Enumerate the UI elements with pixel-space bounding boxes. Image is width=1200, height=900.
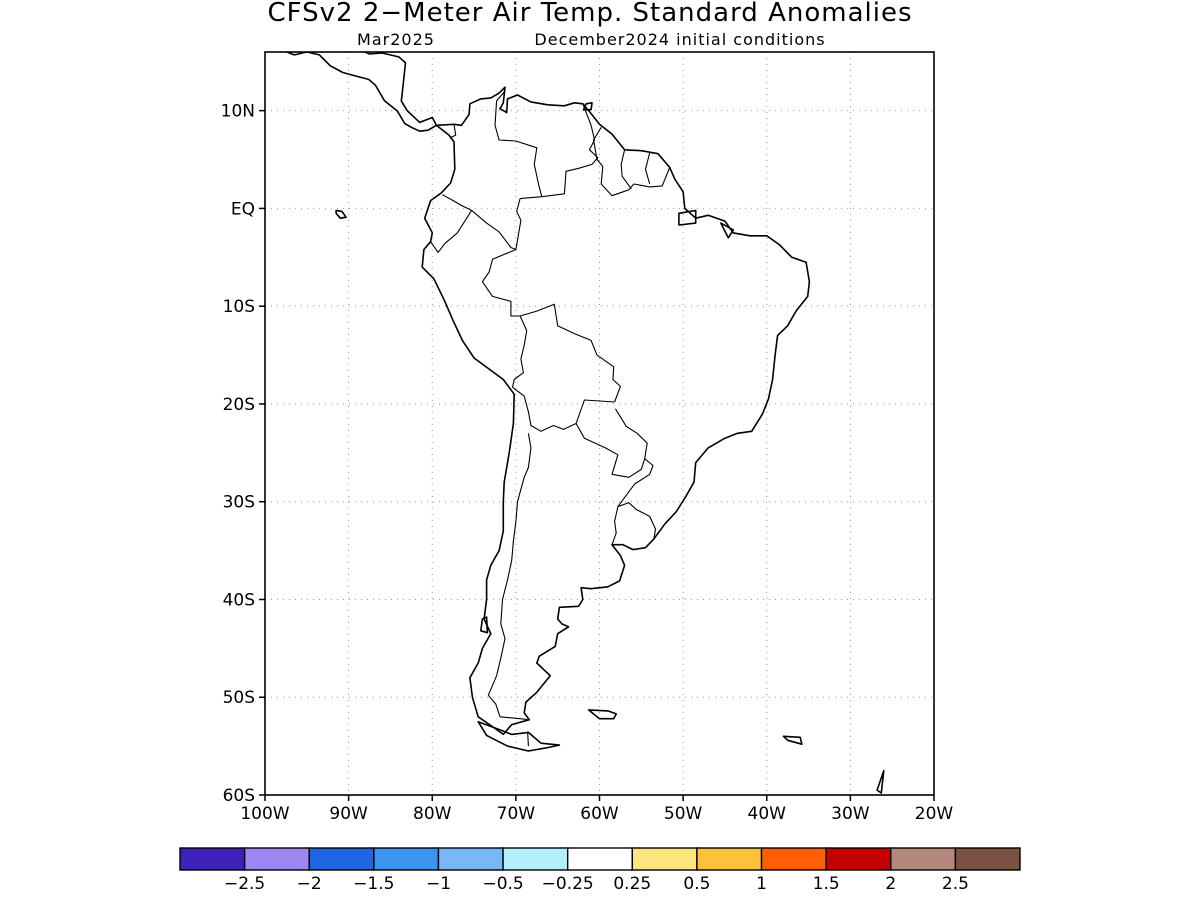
lon-tick-label: 60W (580, 804, 619, 824)
legend-swatch (825, 847, 892, 871)
country-border (499, 716, 530, 721)
legend-swatch (954, 847, 1021, 871)
legend-label: −2 (297, 874, 322, 894)
lat-tick-label: 10S (223, 297, 255, 317)
lon-tick-label: 40W (748, 804, 787, 824)
island-coastline (782, 735, 803, 746)
country-border (644, 152, 651, 185)
legend-swatch (373, 847, 440, 871)
lat-tick-label: 60S (223, 786, 255, 806)
lon-tick-label: 90W (329, 804, 368, 824)
legend-label: −1.5 (353, 874, 394, 894)
island-coastline (719, 222, 735, 239)
legend-label: 1.5 (813, 874, 840, 894)
lon-tick-label: 80W (413, 804, 452, 824)
lat-tick-label: 10N (221, 102, 255, 122)
legend-label: 1 (756, 874, 767, 894)
lat-tick-label: EQ (231, 199, 255, 219)
map-background (265, 52, 934, 795)
lon-tick-label: 70W (497, 804, 536, 824)
country-border (617, 458, 654, 507)
legend-swatch (179, 847, 246, 871)
forecast-month: Mar2025 (357, 30, 435, 49)
coastlines (284, 52, 885, 794)
legend-swatch (502, 847, 569, 871)
color-bar-legend: −2.5 −2 −1.5 −1 −0.5 −0.25 0.25 0.5 1 1.5 2 2.5 (179, 847, 1021, 894)
country-border (527, 731, 529, 747)
legend-swatch (890, 847, 957, 871)
lat-tick-label: 30S (223, 493, 255, 513)
legend-label: −0.5 (482, 874, 523, 894)
legend-swatch (760, 847, 827, 871)
country-border (541, 103, 599, 198)
central-america-caribbean-coast (362, 52, 438, 126)
legend-label: −0.25 (542, 874, 594, 894)
country-border (442, 194, 472, 211)
country-borders (430, 90, 671, 747)
country-border (471, 209, 528, 388)
legend-label: −2.5 (224, 874, 265, 894)
country-border (575, 399, 648, 478)
legend-swatch (243, 847, 310, 871)
country-border (620, 149, 632, 190)
country-border (487, 433, 532, 717)
central-america-pacific-coast (284, 52, 437, 132)
legend-swatch (308, 847, 375, 871)
lon-tick-label: 100W (240, 804, 289, 824)
legend-label: 0.25 (613, 874, 651, 894)
legend-swatch (696, 847, 763, 871)
country-border (512, 386, 577, 432)
continent-coastline (421, 86, 811, 736)
legend-label: 0.5 (683, 874, 710, 894)
island-coastline (678, 209, 697, 226)
legend-swatch (437, 847, 504, 871)
lat-tick-label: 40S (223, 590, 255, 610)
country-border (519, 303, 621, 403)
legend-label: 2 (885, 874, 896, 894)
legend-label: 2.5 (942, 874, 969, 894)
lon-tick-label: 30W (831, 804, 870, 824)
country-border (593, 127, 671, 197)
country-border (494, 90, 543, 250)
lat-tick-label: 50S (223, 688, 255, 708)
country-border (611, 502, 657, 545)
island-coastline (335, 209, 347, 219)
initial-conditions: December2024 initial conditions (534, 30, 825, 49)
legend-label: −1 (426, 874, 451, 894)
lon-tick-label: 50W (664, 804, 703, 824)
country-border (430, 210, 473, 253)
map-title: CFSv2 2−Meter Air Temp. Standard Anomali… (267, 0, 912, 28)
country-border (449, 124, 457, 139)
island-coastline (477, 720, 561, 752)
island-coastline (876, 769, 885, 794)
island-coastline (479, 616, 489, 634)
legend-swatch (631, 847, 698, 871)
lat-tick-label: 20S (223, 395, 255, 415)
legend-swatch (566, 847, 634, 871)
island-coastline (587, 709, 618, 720)
lon-tick-label: 20W (915, 804, 954, 824)
